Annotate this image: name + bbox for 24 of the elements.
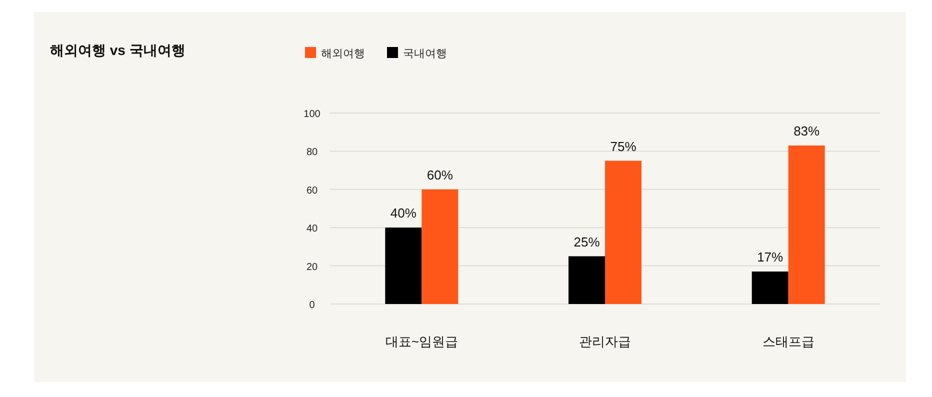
x-tick-label: 관리자급 [579,334,631,349]
x-tick-label: 스태프급 [762,334,814,349]
y-tick-label: 20 [306,262,318,273]
y-tick-label: 80 [306,147,318,158]
data-label: 17% [757,250,784,265]
data-label: 83% [794,123,820,138]
legend-label: 해외여행 [321,48,365,60]
y-tick-label: 100 [304,109,321,120]
y-tick-label: 0 [309,300,316,311]
bar [605,160,642,304]
bar [788,145,825,304]
bar [385,228,422,304]
data-label: 60% [426,167,454,182]
data-label: 25% [574,234,600,250]
data-label: 75% [610,138,637,154]
y-tick-label: 40 [306,224,318,235]
y-tick-label: 60 [306,185,318,196]
bar [568,256,605,304]
x-tick-label: 대표~임원급 [385,334,458,349]
data-label: 40% [390,206,417,221]
legend-label: 국내여행 [403,48,447,60]
bar [752,272,788,304]
bar [422,189,458,304]
text: 해외여행 vs 국내여행 [50,42,186,58]
